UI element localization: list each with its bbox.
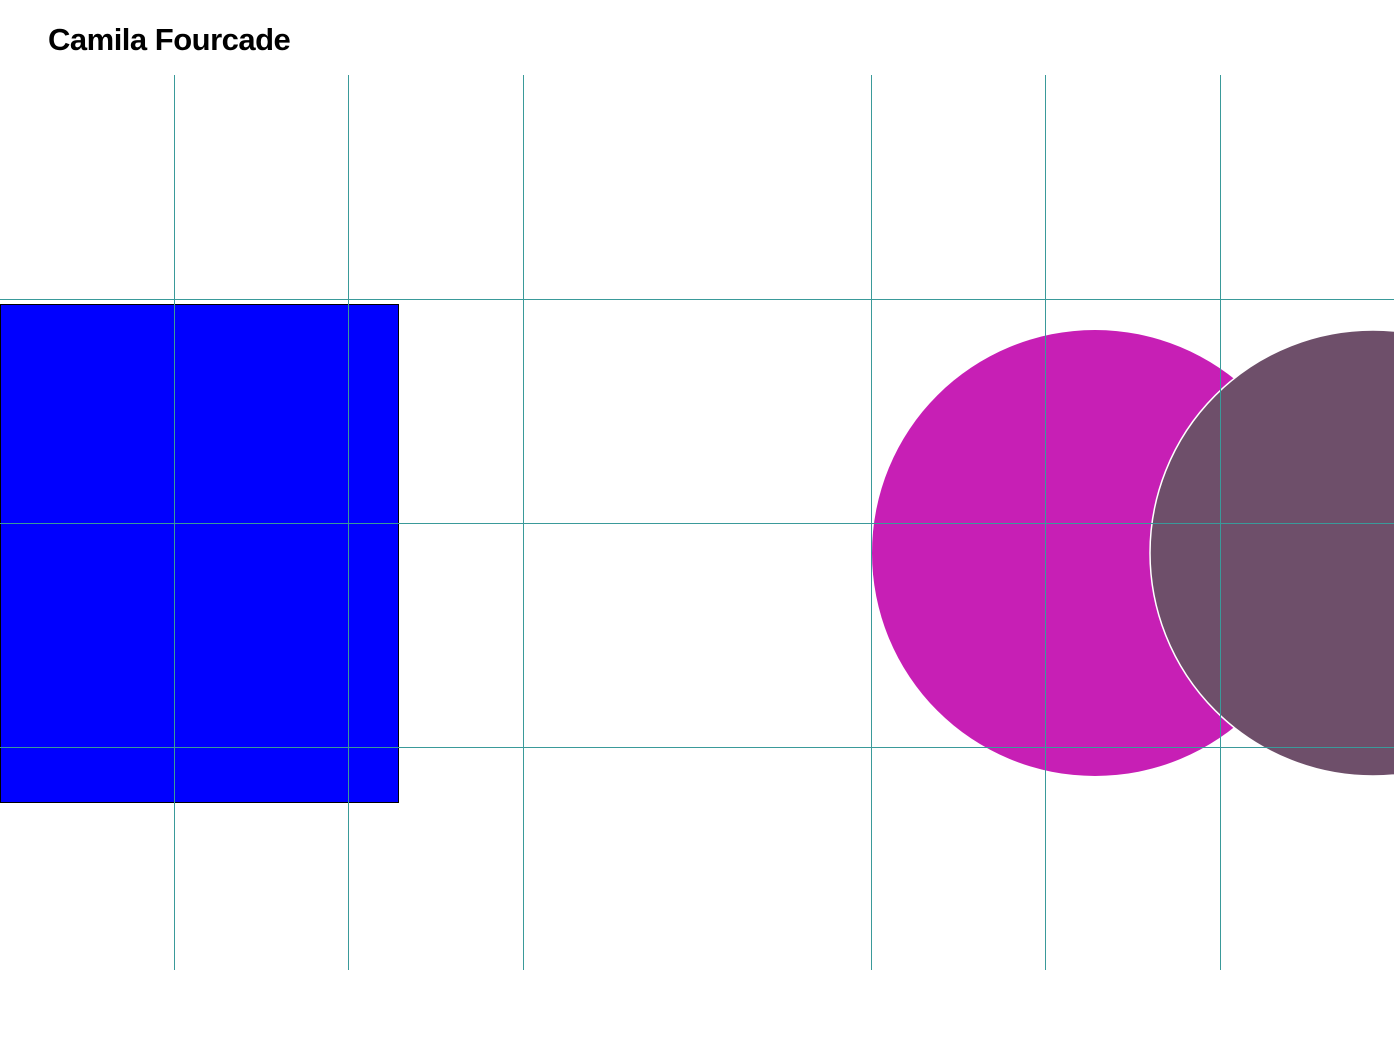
blue-rectangle <box>0 304 399 803</box>
page-title: Camila Fourcade <box>48 22 291 57</box>
purple-circle <box>1149 329 1394 777</box>
grid-lines <box>0 75 1394 970</box>
